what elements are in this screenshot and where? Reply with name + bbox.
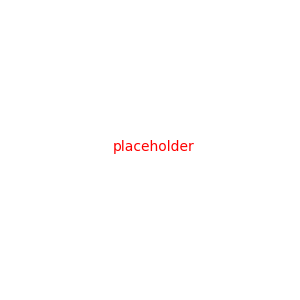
Text: placeholder: placeholder: [113, 140, 195, 154]
